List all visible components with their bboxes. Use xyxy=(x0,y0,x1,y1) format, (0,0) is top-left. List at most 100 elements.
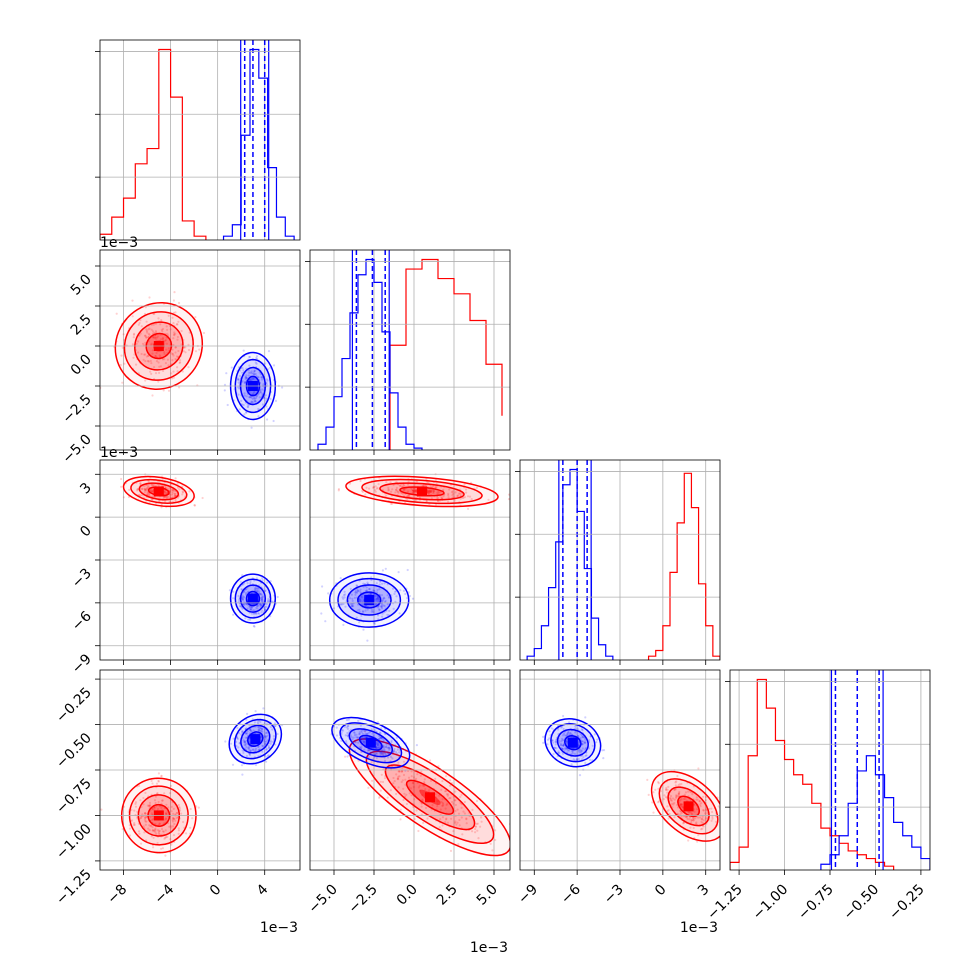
scatter-point xyxy=(372,486,375,489)
contour-line xyxy=(120,777,197,854)
scatter-point xyxy=(170,843,173,846)
scatter-point xyxy=(376,486,379,489)
scatter-point xyxy=(241,380,244,383)
scatter-point xyxy=(173,291,176,294)
scatter-point xyxy=(577,757,580,761)
scatter-point xyxy=(174,311,177,314)
scatter-point xyxy=(171,352,174,355)
scatter-point xyxy=(259,603,262,606)
histogram-series-0 xyxy=(730,678,895,870)
scatter-point xyxy=(174,351,177,354)
scatter-point xyxy=(557,739,561,742)
scatter-point xyxy=(561,737,564,740)
scatter-point xyxy=(169,494,172,497)
scatter-point xyxy=(647,793,650,797)
scatter-point xyxy=(350,604,353,607)
scatter-point xyxy=(241,607,244,610)
scatter-point xyxy=(393,592,396,596)
scatter-point xyxy=(441,802,444,805)
scatter-point xyxy=(681,805,684,809)
scatter-point xyxy=(245,374,248,377)
contour-line xyxy=(405,779,455,815)
scatter-point xyxy=(248,379,251,382)
peak-bin xyxy=(417,486,427,497)
scatter-point xyxy=(387,746,390,749)
scatter-point xyxy=(156,829,160,832)
scatter-point xyxy=(700,817,704,820)
scatter-point xyxy=(156,792,159,795)
scatter-point xyxy=(439,808,442,811)
scatter-point xyxy=(355,584,358,587)
scatter-point xyxy=(172,807,175,811)
scatter-point xyxy=(403,792,406,795)
scatter-point xyxy=(176,338,179,341)
scatter-point xyxy=(144,816,147,819)
scatter-point xyxy=(257,376,260,379)
scatter-point xyxy=(444,807,447,810)
scatter-point xyxy=(461,833,464,836)
scatter-point xyxy=(250,396,253,399)
x-scale-label: 1e−3 xyxy=(260,920,298,936)
scatter-point xyxy=(264,394,268,397)
scatter-point xyxy=(159,338,163,341)
x-tick-label: −8 xyxy=(104,882,130,908)
scatter-point xyxy=(157,317,160,320)
scatter-point xyxy=(434,777,437,781)
scatter-point xyxy=(253,721,257,724)
scatter-point xyxy=(169,325,172,328)
scatter-point xyxy=(457,843,460,846)
scatter-point xyxy=(120,354,123,357)
contour-line xyxy=(348,728,393,758)
scatter-point xyxy=(242,369,245,372)
scatter-point xyxy=(151,498,154,501)
scatter-point xyxy=(133,332,136,335)
scatter-point xyxy=(245,754,248,758)
scatter-point xyxy=(163,792,166,795)
scatter-point xyxy=(231,763,235,766)
scatter-point xyxy=(390,741,393,744)
scatter-point xyxy=(417,829,420,833)
scatter-point xyxy=(705,808,708,811)
y-tick-label: −3 xyxy=(69,566,95,592)
scatter-point xyxy=(684,815,688,819)
scatter-point xyxy=(254,586,257,590)
scatter-point xyxy=(561,734,565,737)
scatter-point xyxy=(422,785,426,788)
scatter-point xyxy=(381,600,384,603)
scatter-point xyxy=(163,351,166,354)
scatter-point xyxy=(252,729,255,732)
scatter-point xyxy=(184,351,187,354)
scatter-point xyxy=(153,799,157,802)
scatter-point xyxy=(364,604,367,608)
scatter-point xyxy=(378,737,381,740)
scatter-point xyxy=(165,348,168,351)
scatter-point xyxy=(562,747,565,751)
scatter-point xyxy=(692,819,695,822)
scatter-point xyxy=(138,321,141,325)
scatter-point xyxy=(175,812,178,815)
scatter-point xyxy=(704,817,708,820)
scatter-point xyxy=(343,596,346,599)
scatter-point xyxy=(153,829,156,832)
scatter-point xyxy=(226,403,229,407)
scatter-point xyxy=(396,777,399,781)
x-tick-label: 5.0 xyxy=(474,882,501,909)
scatter-point xyxy=(252,748,255,751)
scatter-point xyxy=(150,779,153,783)
scatter-point xyxy=(581,729,584,732)
panel-content xyxy=(730,670,930,870)
y-tick-label: −0.75 xyxy=(53,776,95,818)
scatter-point xyxy=(381,748,384,751)
scatter-point xyxy=(382,751,385,754)
scatter-point xyxy=(441,816,444,819)
scatter-point xyxy=(554,743,557,746)
scatter-point xyxy=(150,342,153,345)
scatter-point xyxy=(395,773,398,776)
scatter-point xyxy=(428,492,431,495)
scatter-point xyxy=(386,594,389,597)
scatter-point xyxy=(170,805,173,809)
scatter-point xyxy=(255,589,258,593)
scatter-point xyxy=(264,589,267,592)
scatter-point xyxy=(690,811,693,815)
x-tick-label: −0.75 xyxy=(795,882,837,924)
